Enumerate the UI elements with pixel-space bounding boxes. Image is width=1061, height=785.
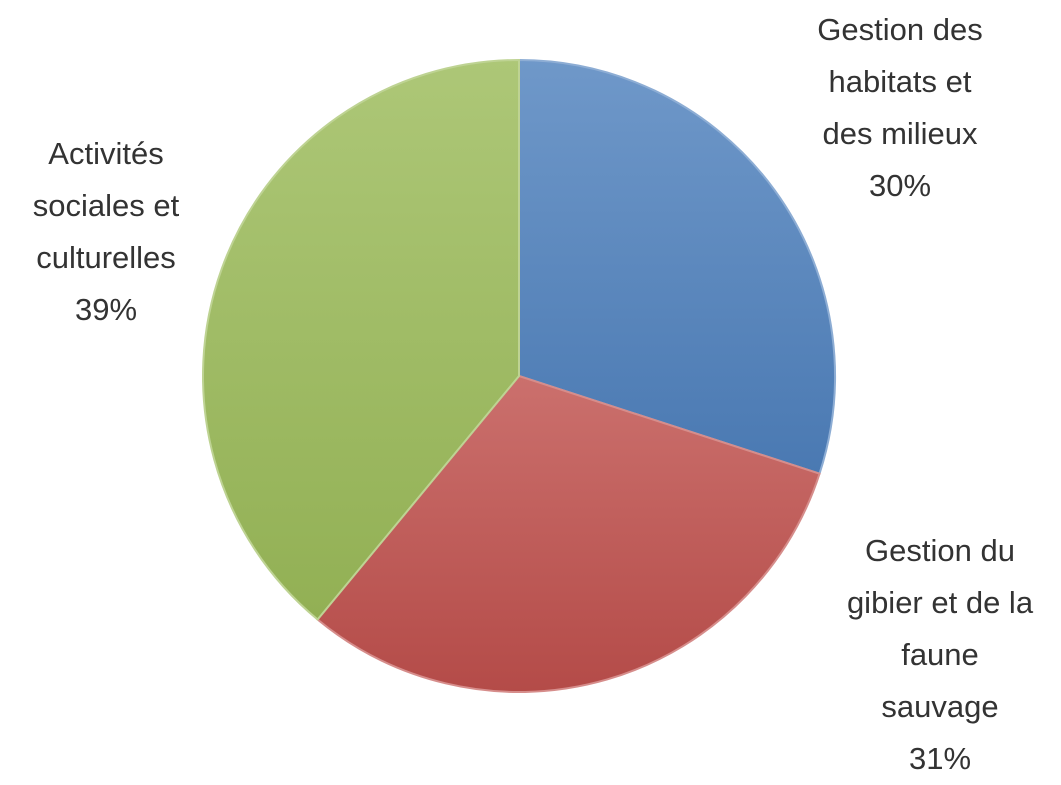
slice-label: Gestion des habitats et des milieux 30% [805, 4, 995, 212]
value-label: 39% [74, 292, 138, 327]
pie-chart [202, 58, 836, 693]
category-label: Gestion du gibier et de la faune sauvage [846, 533, 1034, 724]
category-label: Gestion des habitats et des milieux [817, 12, 983, 151]
chart: Gestion des habitats et des milieux 30% Ge… [11, 4, 1033, 776]
pie-slice [316, 374, 821, 693]
value-label: 31% [908, 741, 972, 776]
pie-slice [202, 58, 520, 621]
value-label: 30% [868, 168, 932, 203]
pie-slice [518, 58, 836, 475]
slice-label: Gestion du gibier et de la faune sauvage… [845, 525, 1035, 785]
slice-label: Activités sociales et culturelles 39% [11, 128, 201, 336]
category-label: Activités sociales et culturelles [32, 136, 180, 275]
